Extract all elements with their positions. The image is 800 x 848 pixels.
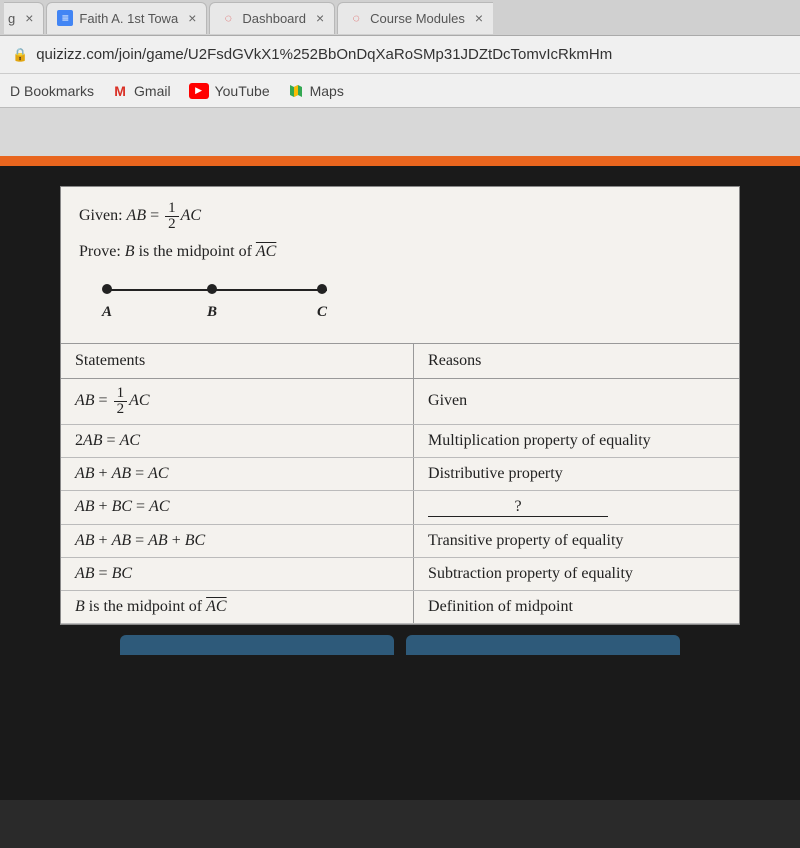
bookmark-label: YouTube (215, 83, 270, 99)
statement-cell: AB + BC = AC (61, 490, 414, 524)
blank-reason[interactable]: ? (428, 498, 608, 517)
tab-strip: g × ≡ Faith A. 1st Towa × ◌ Dashboard × … (0, 0, 800, 36)
bookmark-item[interactable]: D Bookmarks (10, 83, 94, 99)
prove-statement: Prove: B is the midpoint of AC (79, 238, 721, 267)
proof-row: AB = 12ACGiven (61, 378, 739, 424)
header-reasons: Reasons (414, 343, 739, 378)
proof-row: AB + AB = AB + BCTransitive property of … (61, 524, 739, 557)
reason-cell: ? (414, 490, 739, 524)
given-statement: Given: AB = 12AC (79, 201, 721, 232)
tab-title: g (8, 11, 15, 26)
proof-row: 2AB = ACMultiplication property of equal… (61, 424, 739, 457)
point-b (207, 284, 217, 294)
lock-icon: 🔒 (12, 47, 28, 63)
statement-cell: 2AB = AC (61, 424, 414, 457)
header-statements: Statements (61, 343, 414, 378)
bookmarks-bar: D Bookmarks M Gmail ▶ YouTube Maps (0, 74, 800, 108)
proof-table: Statements Reasons AB = 12ACGiven2AB = A… (61, 343, 739, 624)
bookmark-youtube[interactable]: ▶ YouTube (189, 83, 270, 99)
answer-option[interactable] (120, 635, 394, 655)
proof-header: Given: AB = 12AC Prove: B is the midpoin… (61, 187, 739, 343)
reason-cell: Distributive property (414, 457, 739, 490)
fraction: 12 (165, 201, 179, 232)
course-icon: ◌ (348, 10, 364, 26)
proof-row: AB = BCSubtraction property of equality (61, 557, 739, 590)
address-bar[interactable]: 🔒 quizizz.com/join/game/U2FsdGVkX1%252Bb… (0, 36, 800, 74)
bookmark-label: Maps (310, 83, 344, 99)
statement-cell: AB = 12AC (61, 378, 414, 424)
point-c (317, 284, 327, 294)
bookmark-maps[interactable]: Maps (288, 83, 344, 99)
segment-line (107, 289, 327, 291)
reason-cell: Subtraction property of equality (414, 557, 739, 590)
browser-tab[interactable]: ◌ Course Modules × (337, 2, 493, 34)
close-icon[interactable]: × (25, 10, 33, 26)
reason-cell: Given (414, 378, 739, 424)
tab-title: Course Modules (370, 11, 465, 26)
given-label: Given: (79, 207, 123, 224)
browser-tab[interactable]: g × (4, 2, 44, 34)
orange-divider (0, 156, 800, 166)
maps-icon (288, 83, 304, 99)
page-content: Given: AB = 12AC Prove: B is the midpoin… (0, 156, 800, 848)
tab-title: Faith A. 1st Towa (79, 11, 178, 26)
statement-cell: AB = BC (61, 557, 414, 590)
close-icon[interactable]: × (316, 10, 324, 26)
point-a (102, 284, 112, 294)
prove-segment: AC (256, 243, 276, 260)
quiz-area: Given: AB = 12AC Prove: B is the midpoin… (0, 166, 800, 800)
segment-diagram: A B C (97, 281, 347, 321)
proof-row: B is the midpoint of ACDefinition of mid… (61, 590, 739, 623)
statement-cell: AB + AB = AC (61, 457, 414, 490)
dashboard-icon: ◌ (220, 10, 236, 26)
label-a: A (102, 299, 112, 326)
tab-title: Dashboard (242, 11, 306, 26)
browser-chrome: g × ≡ Faith A. 1st Towa × ◌ Dashboard × … (0, 0, 800, 108)
close-icon[interactable]: × (188, 10, 196, 26)
reason-cell: Definition of midpoint (414, 590, 739, 623)
statement-cell: AB + AB = AB + BC (61, 524, 414, 557)
url-text: quizizz.com/join/game/U2FsdGVkX1%252BbOn… (36, 46, 612, 63)
prove-label: Prove: (79, 243, 121, 260)
label-c: C (317, 299, 327, 326)
docs-icon: ≡ (57, 10, 73, 26)
reason-cell: Transitive property of equality (414, 524, 739, 557)
browser-tab[interactable]: ◌ Dashboard × (209, 2, 335, 34)
given-left: AB (127, 207, 147, 224)
bookmark-label: D Bookmarks (10, 83, 94, 99)
bookmark-label: Gmail (134, 83, 171, 99)
statement-cell: B is the midpoint of AC (61, 590, 414, 623)
answer-option[interactable] (406, 635, 680, 655)
youtube-icon: ▶ (189, 83, 209, 99)
browser-tab[interactable]: ≡ Faith A. 1st Towa × (46, 2, 207, 34)
bookmark-gmail[interactable]: M Gmail (112, 83, 171, 99)
proof-card: Given: AB = 12AC Prove: B is the midpoin… (60, 186, 740, 625)
answer-options (60, 635, 740, 655)
label-b: B (207, 299, 217, 326)
gmail-icon: M (112, 83, 128, 99)
proof-row: AB + BC = AC? (61, 490, 739, 524)
close-icon[interactable]: × (475, 10, 483, 26)
proof-row: AB + AB = ACDistributive property (61, 457, 739, 490)
reason-cell: Multiplication property of equality (414, 424, 739, 457)
given-right: AC (181, 207, 201, 224)
